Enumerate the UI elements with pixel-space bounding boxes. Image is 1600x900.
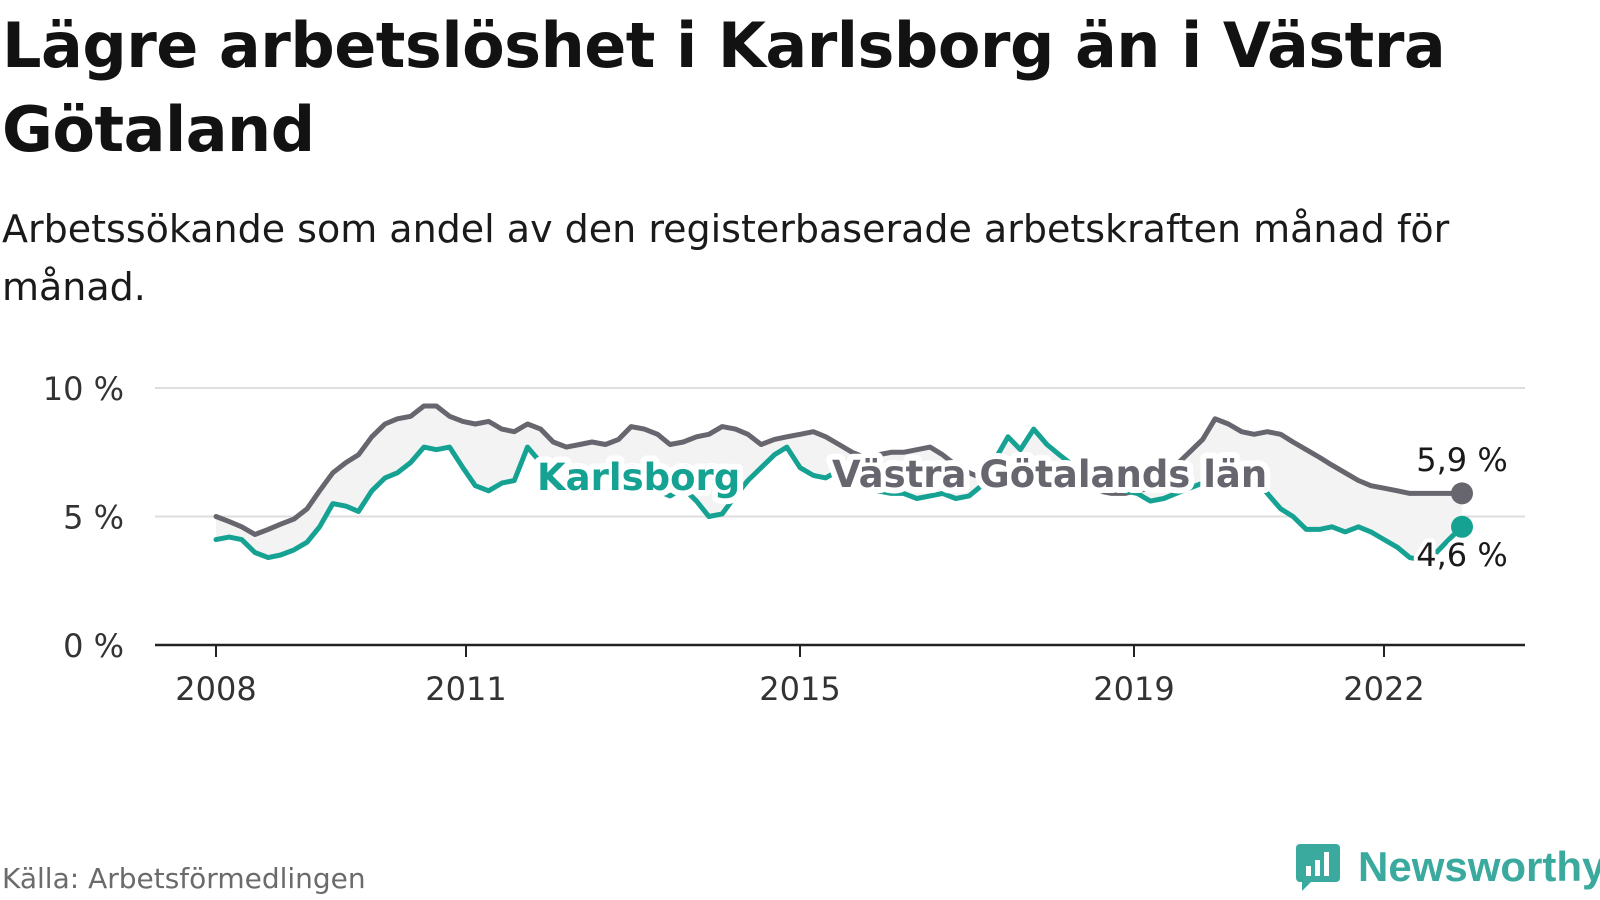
newsworthy-logo: Newsworthy: [1294, 842, 1600, 892]
x-tick-label: 2015: [759, 670, 840, 708]
vastra-gotaland-line: [213, 403, 1465, 537]
karlsborg-end-marker: [1451, 515, 1473, 538]
vastra-gotaland-end-label: 5,9 %: [1416, 441, 1507, 479]
y-tick-label: 10 %: [43, 370, 124, 408]
series-labels: 5,9 % 4,6 % Karlsborg Västra Götalands län: [531, 437, 1512, 578]
karlsborg-end-label: 4,6 %: [1416, 536, 1507, 574]
brand-name: Newsworthy: [1358, 843, 1600, 890]
y-tick-label: 5 %: [63, 499, 124, 537]
vastra-gotaland-annotation: Västra Götalands län: [832, 453, 1267, 496]
newsworthy-icon: [1296, 844, 1340, 891]
chart-subtitle: Arbetssökande som andel av den registerb…: [2, 207, 1450, 309]
y-tick-label: 0 %: [63, 627, 124, 665]
source-note: Källa: Arbetsförmedlingen: [2, 862, 366, 895]
gap-area: [216, 406, 1462, 561]
karlsborg-annotation: Karlsborg: [537, 456, 740, 499]
series-lines: [213, 403, 1473, 563]
line-chart: 0 % 5 % 10 % 2008 2011 2015 2019 2022 5,9 % 4,6 …: [43, 370, 1525, 708]
karlsborg-line: [213, 426, 1465, 563]
vastra-gotaland-end-marker: [1451, 482, 1473, 505]
chart-title: Lägre arbetslöshet i Karlsborg än i Väst…: [2, 9, 1446, 166]
axes: 0 % 5 % 10 % 2008 2011 2015 2019 2022: [43, 370, 1525, 708]
x-tick-label: 2008: [175, 670, 256, 708]
x-tick-label: 2019: [1093, 670, 1174, 708]
x-tick-label: 2011: [425, 670, 506, 708]
x-tick-label: 2022: [1343, 670, 1424, 708]
